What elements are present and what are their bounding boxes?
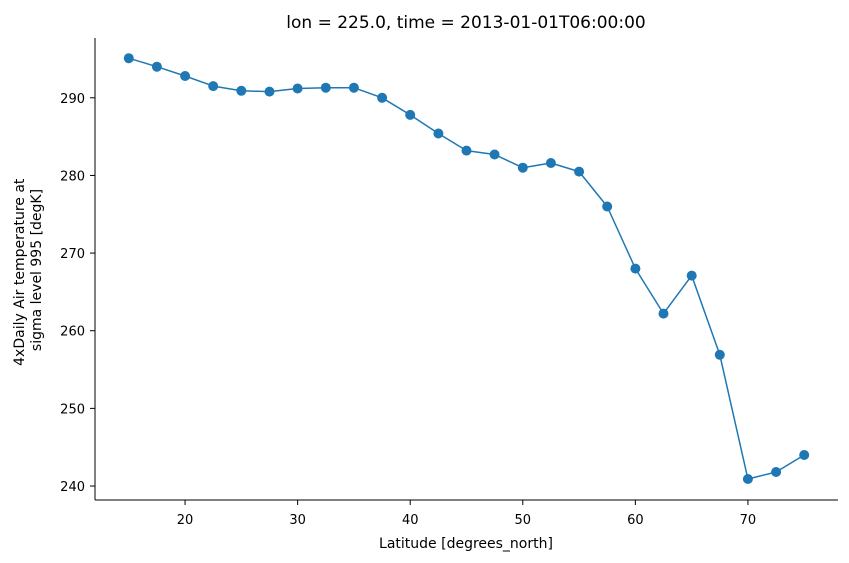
data-point [799, 450, 810, 460]
series-line [128, 57, 805, 480]
data-point [433, 128, 444, 139]
data-point [405, 109, 416, 120]
data-point [461, 145, 472, 156]
y-tick-label: 270 [60, 247, 85, 262]
data-point [236, 85, 247, 96]
plot-area: 20 30 40 50 60 70 240 250 260 270 280 290 [60, 38, 838, 528]
data-point [348, 82, 359, 93]
series-layer [123, 53, 810, 484]
y-tick-label: 290 [60, 92, 85, 107]
y-tick-label: 250 [60, 402, 85, 417]
data-point [180, 71, 191, 81]
data-point [151, 61, 162, 72]
data-point [602, 201, 613, 212]
y-tick-label: 260 [60, 325, 85, 340]
data-point [742, 474, 753, 484]
data-point [517, 162, 528, 173]
chart-title: lon = 225.0, time = 2013-01-01T06:00:00 [286, 13, 645, 33]
x-tick-label: 20 [177, 513, 194, 528]
y-tick-label: 240 [60, 480, 85, 495]
y-axis-label-line-1: 4xDaily Air temperature at [12, 178, 28, 366]
x-axis-ticks: 20 30 40 50 60 70 [177, 500, 756, 528]
data-point [714, 349, 725, 360]
data-point [686, 270, 697, 281]
y-axis-label: 4xDaily Air temperature at sigma level 9… [12, 174, 45, 366]
x-tick-label: 30 [289, 513, 306, 528]
y-axis-label-line-2: sigma level 995 [degK] [29, 189, 45, 351]
data-point [264, 86, 275, 97]
x-tick-label: 40 [402, 513, 419, 528]
data-point [320, 82, 331, 93]
x-tick-label: 50 [515, 513, 532, 528]
data-point [771, 467, 782, 477]
y-tick-label: 280 [60, 169, 85, 184]
data-point [574, 166, 585, 177]
data-point [208, 81, 219, 92]
x-tick-label: 60 [627, 513, 644, 528]
x-tick-label: 70 [740, 513, 757, 528]
data-point [123, 53, 134, 64]
data-point [545, 158, 556, 168]
data-point [377, 92, 388, 103]
data-point [658, 308, 669, 319]
y-axis-ticks: 240 250 260 270 280 290 [60, 92, 95, 495]
data-point [292, 83, 303, 94]
data-point [630, 263, 641, 274]
x-axis-label: Latitude [degrees_north] [379, 536, 553, 552]
data-point [489, 149, 500, 160]
svg-text:4xDaily Air temperature at: 4xDaily Air temperature at sigma level 9… [12, 174, 45, 366]
